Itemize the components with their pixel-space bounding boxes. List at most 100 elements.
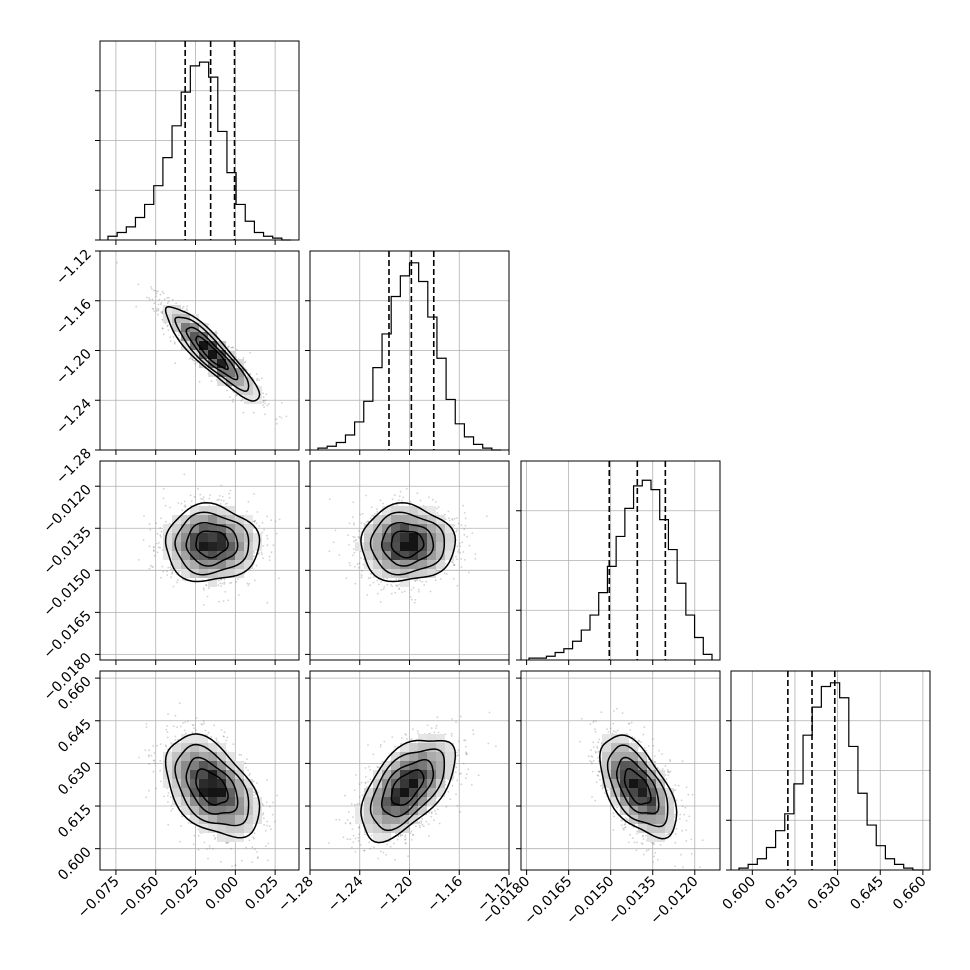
scatter-point — [332, 541, 335, 544]
scatter-point — [255, 522, 258, 525]
scatter-point — [197, 487, 199, 490]
scatter-point — [183, 473, 186, 476]
contour-line — [164, 306, 261, 402]
scatter-point — [380, 581, 382, 583]
scatter-point — [188, 358, 191, 360]
scatter-point — [360, 522, 363, 524]
scatter-point — [452, 561, 454, 564]
scatter-point — [228, 345, 230, 348]
density-cell — [427, 569, 436, 578]
scatter-point — [255, 564, 258, 567]
scatter-point — [167, 794, 169, 797]
density-cell — [226, 368, 235, 377]
scatter-point — [275, 532, 278, 535]
scatter-point — [190, 500, 193, 502]
scatter-point — [256, 511, 259, 513]
density-cell — [181, 569, 190, 578]
density-cell — [244, 560, 253, 569]
scatter-point — [116, 261, 118, 264]
density-cell — [163, 305, 172, 314]
scatter-point — [443, 572, 446, 575]
density-cell — [382, 569, 391, 578]
scatter-point — [178, 334, 180, 337]
scatter-point — [228, 496, 231, 499]
density-cell — [382, 524, 391, 533]
scatter-point — [262, 392, 265, 395]
scatter-point — [161, 327, 164, 330]
scatter-point — [264, 399, 267, 402]
density-cell — [208, 350, 217, 359]
scatter-point — [450, 560, 453, 563]
scatter-point — [184, 500, 186, 503]
y-tick-label: −1.16 — [53, 296, 95, 338]
scatter-point — [396, 504, 398, 506]
scatter-point — [151, 298, 154, 301]
scatter-point — [171, 298, 174, 301]
density-cell — [244, 551, 253, 560]
density-cell — [163, 524, 172, 533]
scatter-point — [177, 571, 180, 574]
density-cell — [409, 569, 418, 578]
scatter-point — [262, 401, 265, 404]
scatter-point — [145, 296, 148, 299]
density-cell — [382, 506, 391, 515]
scatter-point — [357, 536, 360, 538]
scatter-point — [209, 494, 212, 496]
scatter-point — [453, 564, 455, 566]
scatter-point — [328, 550, 331, 553]
density-cell — [409, 542, 418, 551]
density-cell — [181, 323, 190, 332]
scatter-point — [155, 787, 158, 790]
scatter-point — [429, 590, 432, 593]
scatter-point — [461, 541, 464, 544]
scatter-point — [444, 563, 447, 565]
scatter-point — [230, 847, 233, 850]
scatter-point — [456, 529, 458, 531]
density-cell — [409, 560, 418, 569]
scatter-point — [149, 298, 151, 301]
scatter-point — [266, 515, 268, 518]
scatter-point — [401, 499, 403, 502]
density-cell — [253, 542, 262, 551]
scatter-point — [192, 724, 195, 727]
scatter-point — [191, 358, 194, 361]
scatter-point — [218, 600, 220, 603]
scatter-point — [193, 359, 196, 362]
scatter-point — [149, 564, 152, 567]
scatter-point — [460, 524, 463, 526]
density-cell — [445, 542, 454, 551]
scatter-point — [366, 594, 369, 596]
scatter-point — [225, 739, 228, 742]
scatter-point — [349, 564, 352, 567]
scatter-point — [238, 753, 241, 756]
scatter-point — [248, 568, 251, 571]
scatter-point — [166, 296, 169, 299]
density-cell — [199, 359, 208, 368]
density-cell — [190, 524, 199, 533]
scatter-point — [253, 551, 255, 554]
scatter-point — [193, 495, 196, 498]
histogram-step — [107, 61, 291, 241]
contour-line — [164, 501, 261, 583]
histogram-panel-1 — [305, 250, 510, 455]
scatter-point — [455, 530, 458, 533]
scatter-point — [369, 577, 372, 579]
scatter-point — [240, 400, 243, 402]
scatter-point — [453, 517, 456, 520]
scatter-point — [262, 817, 265, 820]
scatter-point — [451, 518, 454, 520]
scatter-point — [382, 588, 385, 591]
scatter-point — [145, 726, 148, 728]
scatter-point — [355, 539, 358, 541]
scatter-point — [183, 505, 186, 508]
scatter-point — [256, 782, 258, 784]
density-cell — [418, 551, 427, 560]
scatter-point — [215, 737, 218, 740]
scatter-point — [202, 587, 205, 590]
scatter-point — [152, 308, 155, 310]
scatter-point — [213, 838, 216, 840]
scatter-point — [436, 570, 439, 573]
scatter-point — [468, 544, 471, 547]
scatter-point — [229, 396, 231, 398]
scatter-point — [254, 848, 256, 851]
